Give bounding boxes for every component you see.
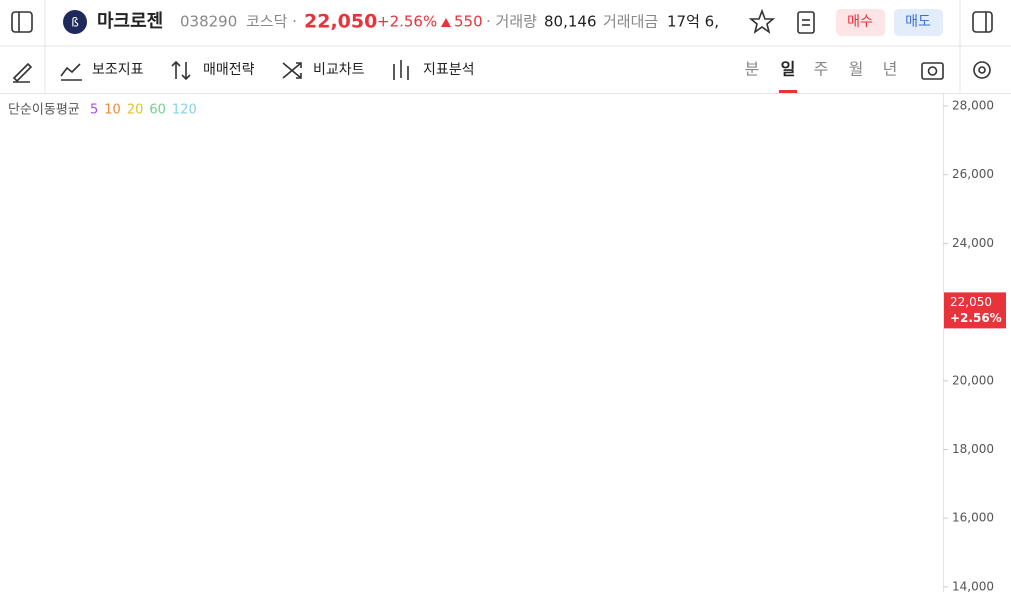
y-tick-label: 28,000 [952, 99, 994, 113]
settings-icon[interactable] [973, 61, 991, 79]
amount: 17억 6,0 [667, 13, 729, 31]
buy-button[interactable] [836, 9, 885, 36]
change: 550 [454, 13, 483, 31]
stock-name: 마크로젠 [97, 11, 163, 32]
panel-icon[interactable] [972, 11, 993, 33]
amount-label: 거래대금 [603, 13, 658, 31]
stock-code: 038290 [180, 13, 237, 31]
legend: 단순이동평균 5 10 20 60 120 [8, 103, 197, 118]
buy-label: 매수 [847, 14, 873, 30]
volume-label: · 거래량 [486, 13, 537, 31]
legend-entry: 60 [149, 103, 166, 118]
period-tab[interactable]: 일 [781, 60, 796, 79]
strategy-icon[interactable] [171, 60, 191, 81]
legend-entry: 5 [90, 103, 98, 118]
logo [63, 10, 87, 34]
analysis-icon[interactable] [393, 60, 409, 80]
legend-title: 단순이동평균 [8, 103, 80, 118]
current-price-label: 22,050 [950, 295, 992, 309]
legend-entry: 10 [104, 103, 121, 118]
camera-icon[interactable] [921, 62, 944, 80]
volume: 80,146 [544, 13, 597, 31]
header: ß 마크로젠 038290 코스닥 · 22,050 +2.56% 550 · … [0, 0, 1011, 93]
price: 22,050 [304, 11, 377, 33]
y-tick-label: 16,000 [952, 511, 994, 525]
y-tick-label: 14,000 [952, 579, 994, 592]
current-price-box [944, 292, 1006, 329]
logo-mark: ß [71, 16, 79, 30]
memo-icon[interactable] [797, 11, 815, 34]
sidebar-icon[interactable] [11, 11, 33, 33]
sell-button[interactable] [894, 9, 943, 36]
draw-icon[interactable] [12, 62, 33, 83]
period-tab[interactable]: 월 [849, 60, 864, 79]
period-tab[interactable]: 년 [883, 60, 898, 79]
legend-entry: 20 [127, 103, 144, 118]
compare-icon[interactable] [282, 62, 302, 79]
tool-label[interactable]: 비교차트 [313, 62, 365, 78]
camera-lens [927, 66, 938, 76]
change-pct: +2.56% [377, 13, 437, 31]
y-tick-label: 20,000 [952, 373, 994, 387]
indicator-icon[interactable] [60, 63, 82, 81]
tool-label[interactable]: 매매전략 [203, 62, 255, 78]
period-tab[interactable]: 분 [745, 60, 760, 79]
tool-label[interactable]: 지표분석 [423, 62, 475, 78]
amount-group: 거래대금 17억 6,0 [603, 13, 729, 31]
up-triangle [441, 18, 451, 27]
tool-label[interactable]: 보조지표 [92, 62, 144, 78]
market: 코스닥 · [246, 13, 297, 31]
legend-entry: 120 [172, 103, 197, 118]
settings-center [978, 66, 986, 74]
price-axis: 14,00016,00018,00020,00022,00024,00026,0… [943, 99, 1006, 592]
sell-label: 매도 [905, 14, 931, 30]
favorite-icon[interactable] [748, 8, 776, 34]
y-tick-label: 24,000 [952, 236, 994, 250]
period-tab[interactable]: 주 [814, 60, 829, 79]
y-tick-label: 18,000 [952, 442, 994, 456]
period-underline [779, 90, 797, 93]
y-tick-label: 26,000 [952, 167, 994, 181]
current-price-change: +2.56% [950, 311, 1002, 325]
